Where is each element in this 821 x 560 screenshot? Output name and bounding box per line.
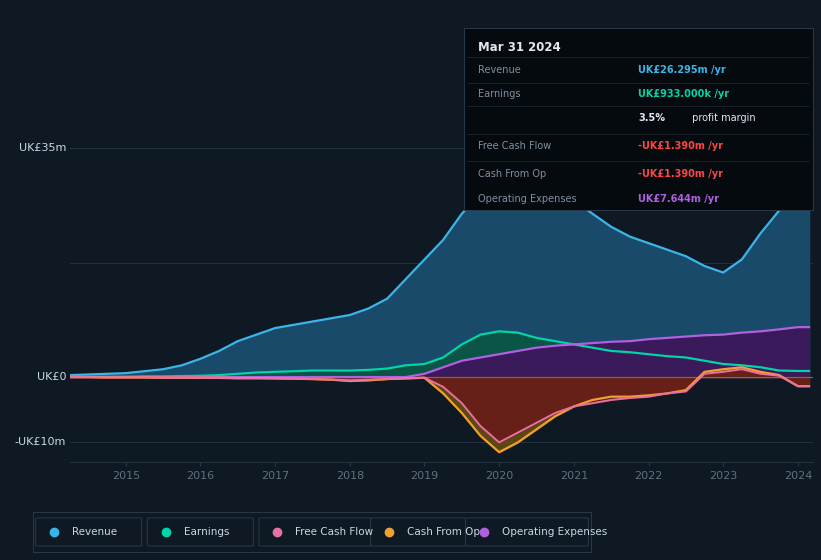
- Text: UK£35m: UK£35m: [19, 143, 66, 153]
- Text: Earnings: Earnings: [184, 527, 229, 537]
- Text: Operating Expenses: Operating Expenses: [502, 527, 607, 537]
- Text: UK£933.000k /yr: UK£933.000k /yr: [639, 90, 729, 100]
- Text: Free Cash Flow: Free Cash Flow: [478, 141, 551, 151]
- Text: UK£0: UK£0: [37, 372, 66, 382]
- Text: Revenue: Revenue: [72, 527, 117, 537]
- Text: Earnings: Earnings: [478, 90, 521, 100]
- Text: Operating Expenses: Operating Expenses: [478, 194, 576, 204]
- FancyBboxPatch shape: [147, 518, 254, 546]
- Text: Cash From Op: Cash From Op: [407, 527, 480, 537]
- FancyBboxPatch shape: [466, 518, 589, 546]
- FancyBboxPatch shape: [35, 518, 142, 546]
- Text: Free Cash Flow: Free Cash Flow: [296, 527, 374, 537]
- Text: -UK£1.390m /yr: -UK£1.390m /yr: [639, 141, 723, 151]
- Text: profit margin: profit margin: [689, 113, 755, 123]
- Text: UK£26.295m /yr: UK£26.295m /yr: [639, 65, 726, 75]
- Text: -UK£1.390m /yr: -UK£1.390m /yr: [639, 169, 723, 179]
- Text: 3.5%: 3.5%: [639, 113, 665, 123]
- Text: -UK£10m: -UK£10m: [15, 437, 66, 447]
- Text: Revenue: Revenue: [478, 65, 521, 75]
- Text: Cash From Op: Cash From Op: [478, 169, 546, 179]
- FancyBboxPatch shape: [259, 518, 370, 546]
- FancyBboxPatch shape: [370, 518, 466, 546]
- Text: UK£7.644m /yr: UK£7.644m /yr: [639, 194, 719, 204]
- Text: Mar 31 2024: Mar 31 2024: [478, 41, 561, 54]
